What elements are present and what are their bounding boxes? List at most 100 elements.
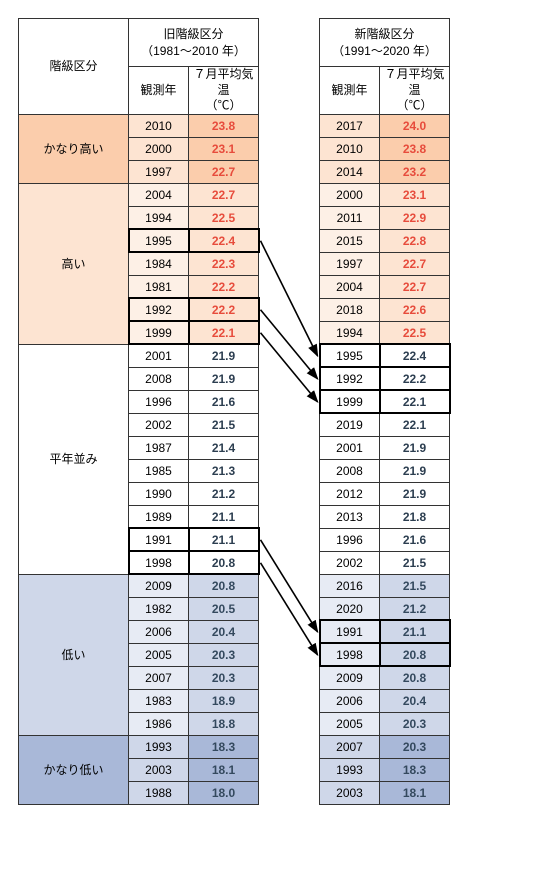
table-row: 201724.0: [320, 114, 450, 137]
temp-cell: 21.6: [380, 528, 450, 551]
year-cell: 2007: [320, 735, 380, 758]
year-cell: 2003: [129, 758, 189, 781]
year-cell: 2018: [320, 298, 380, 321]
comparison-container: 階級区分 旧階級区分 （1981～2010 年） 観測年 ７月平均気温 （℃）: [18, 18, 534, 805]
temp-cell: 22.9: [380, 206, 450, 229]
table-row: 201321.8: [320, 505, 450, 528]
temp-cell: 21.5: [189, 413, 259, 436]
table-row: 200821.9: [320, 459, 450, 482]
table-row: 200920.8: [320, 666, 450, 689]
table-row: 199722.7: [320, 252, 450, 275]
table-row: かなり低い199318.3: [19, 735, 259, 758]
year-cell: 2008: [129, 367, 189, 390]
temp-cell: 23.2: [380, 160, 450, 183]
table-row: 平年並み200121.9: [19, 344, 259, 367]
temp-cell: 21.9: [380, 459, 450, 482]
temp-cell: 22.5: [380, 321, 450, 344]
temp-cell: 21.6: [189, 390, 259, 413]
table-row: 201822.6: [320, 298, 450, 321]
temp-cell: 20.3: [189, 643, 259, 666]
year-cell: 1992: [320, 367, 380, 390]
temp-cell: 23.8: [380, 137, 450, 160]
year-cell: 2019: [320, 413, 380, 436]
year-cell: 2010: [129, 114, 189, 137]
temp-cell: 21.2: [189, 482, 259, 505]
category-cell: かなり高い: [19, 114, 129, 183]
year-cell: 1991: [129, 528, 189, 551]
temp-cell: 20.5: [189, 597, 259, 620]
old-title: 旧階級区分: [163, 27, 223, 41]
temp-cell: 22.4: [189, 229, 259, 252]
year-cell: 2017: [320, 114, 380, 137]
temp-cell: 21.1: [380, 620, 450, 643]
table-row: 201423.2: [320, 160, 450, 183]
temp-cell: 24.0: [380, 114, 450, 137]
table-row: 200620.4: [320, 689, 450, 712]
year-cell: 1984: [129, 252, 189, 275]
temp-cell: 21.9: [380, 436, 450, 459]
table-row: 199621.6: [320, 528, 450, 551]
temp-cell: 21.9: [189, 367, 259, 390]
category-header: 階級区分: [49, 59, 97, 73]
temp-cell: 22.4: [380, 344, 450, 367]
temp-cell: 21.3: [189, 459, 259, 482]
table-row: 199318.3: [320, 758, 450, 781]
temp-cell: 18.1: [380, 781, 450, 804]
table-row: 199121.1: [320, 620, 450, 643]
table-row: 201023.8: [320, 137, 450, 160]
old-table-body: かなり高い201023.8200023.1199722.7高い200422.71…: [19, 114, 259, 804]
temp-cell: 21.5: [380, 574, 450, 597]
year-cell: 2016: [320, 574, 380, 597]
table-row: 201522.8: [320, 229, 450, 252]
year-cell: 1999: [129, 321, 189, 344]
year-cell: 2020: [320, 597, 380, 620]
year-cell: 1988: [129, 781, 189, 804]
year-cell: 1982: [129, 597, 189, 620]
year-cell: 2004: [129, 183, 189, 206]
temp-cell: 20.8: [380, 643, 450, 666]
year-cell: 2007: [129, 666, 189, 689]
temp-cell: 22.5: [189, 206, 259, 229]
table-row: 201621.5: [320, 574, 450, 597]
year-cell: 1998: [129, 551, 189, 574]
temp-cell: 21.2: [380, 597, 450, 620]
temp-cell: 22.7: [380, 275, 450, 298]
temp-cell: 20.4: [189, 620, 259, 643]
year-cell: 2009: [320, 666, 380, 689]
temp-cell: 20.8: [380, 666, 450, 689]
temp-cell: 18.0: [189, 781, 259, 804]
year-cell: 2004: [320, 275, 380, 298]
year-cell: 2002: [320, 551, 380, 574]
year-cell: 2009: [129, 574, 189, 597]
temp-cell: 22.1: [380, 390, 450, 413]
year-cell: 2005: [320, 712, 380, 735]
temp-cell: 18.3: [189, 735, 259, 758]
temp-unit: （℃）: [396, 98, 432, 112]
temp-cell: 22.7: [189, 160, 259, 183]
category-cell: 平年並み: [19, 344, 129, 574]
year-cell: 2000: [129, 137, 189, 160]
temp-cell: 23.1: [380, 183, 450, 206]
temp-cell: 21.9: [380, 482, 450, 505]
table-row: 201922.1: [320, 413, 450, 436]
table-row: 200422.7: [320, 275, 450, 298]
temp-unit: （℃）: [205, 98, 241, 112]
temp-cell: 21.1: [189, 505, 259, 528]
table-row: 199422.5: [320, 321, 450, 344]
table-row: 201122.9: [320, 206, 450, 229]
new-table-body: 201724.0201023.8201423.2200023.1201122.9…: [320, 114, 450, 804]
temp-cell: 22.2: [189, 298, 259, 321]
year-cell: 2010: [320, 137, 380, 160]
year-cell: 1993: [320, 758, 380, 781]
year-cell: 1998: [320, 643, 380, 666]
year-cell: 2011: [320, 206, 380, 229]
year-cell: 2001: [129, 344, 189, 367]
category-cell: 高い: [19, 183, 129, 344]
temp-header: ７月平均気温: [193, 67, 253, 97]
temp-cell: 18.9: [189, 689, 259, 712]
temp-cell: 20.4: [380, 689, 450, 712]
table-row: かなり高い201023.8: [19, 114, 259, 137]
year-cell: 1997: [320, 252, 380, 275]
temp-cell: 22.8: [380, 229, 450, 252]
temp-cell: 23.1: [189, 137, 259, 160]
